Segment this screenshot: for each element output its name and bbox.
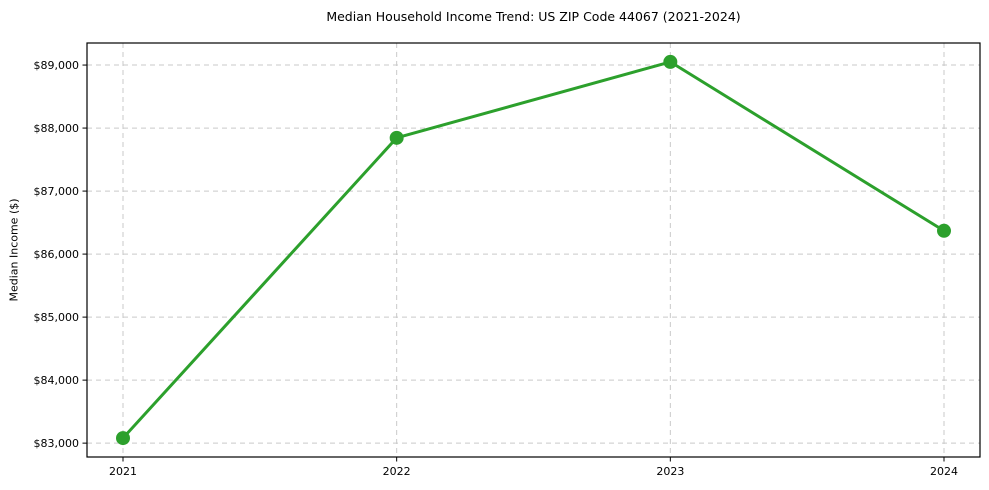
y-tick-label: $85,000 <box>34 311 80 324</box>
y-tick-label: $83,000 <box>34 437 80 450</box>
y-tick-label: $86,000 <box>34 248 80 261</box>
x-tick-label: 2024 <box>930 465 958 478</box>
data-point-marker <box>937 223 951 238</box>
y-tick-label: $89,000 <box>34 59 80 72</box>
x-tick-label: 2021 <box>109 465 137 478</box>
y-tick-label: $87,000 <box>34 185 80 198</box>
y-tick-label: $84,000 <box>34 374 80 387</box>
data-point-marker <box>116 431 130 446</box>
chart-title: Median Household Income Trend: US ZIP Co… <box>326 9 741 24</box>
x-tick-label: 2023 <box>656 465 684 478</box>
series-line <box>121 60 946 440</box>
x-tick-label: 2022 <box>383 465 411 478</box>
data-point-marker <box>389 130 404 145</box>
data-point-marker <box>663 54 678 69</box>
y-tick-label: $88,000 <box>34 122 80 135</box>
plot-border <box>86 42 981 458</box>
